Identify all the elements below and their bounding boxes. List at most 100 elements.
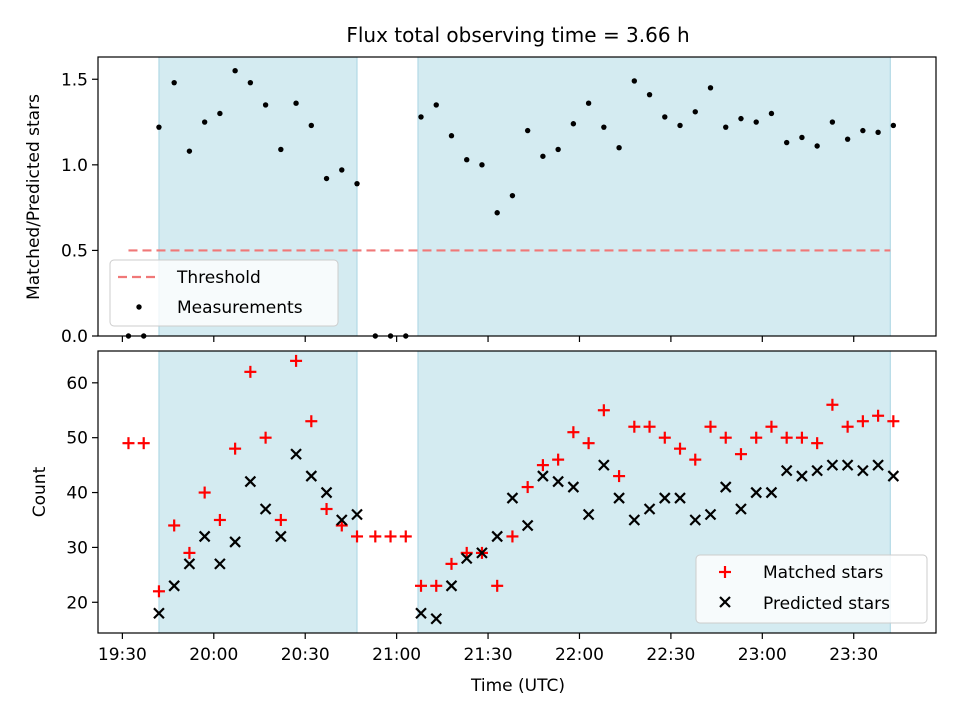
matched-point [198,486,211,499]
xtick-label: 20:00 [189,645,238,665]
top-panel: 0.0 0.5 1.0 1.5 Matched/Predicted stars Thr… [24,56,937,347]
matched-point [506,530,519,543]
predicted-point [320,486,333,499]
top-ytick-label: 1.0 [61,156,88,176]
matched-point [415,579,428,592]
bottom-ytick-label: 30 [66,538,88,558]
predicted-point [750,486,762,499]
measurement-point [707,85,714,91]
matched-point [229,442,242,455]
bottom-predicted-points [153,448,900,625]
measurement-point [753,119,759,125]
predicted-point [351,508,363,521]
top-y-ticks: 0.0 0.5 1.0 1.5 [61,70,98,347]
measurement-point [278,146,284,153]
predicted-point [613,492,625,504]
matched-point [704,420,717,433]
predicted-point [445,580,458,592]
predicted-point [244,475,257,488]
matched-point [384,530,397,543]
bottom-interval-0 [158,350,358,634]
matched-point [536,459,549,472]
measurement-point [293,100,299,106]
measurement-point [433,102,439,108]
measurement-point [616,145,622,151]
predicted-point [521,519,534,532]
top-legend-box [109,259,339,327]
measurement-point [156,124,162,130]
measurement-point [738,115,744,122]
predicted-point [552,475,564,488]
predicted-point [198,530,211,543]
matched-point [168,519,181,532]
bottom-matched-points [122,354,900,598]
measurement-point [448,133,455,139]
matched-point [613,470,626,483]
matched-point [795,431,808,444]
matched-point [491,579,504,592]
legend-predicted-label: Predicted stars [763,594,890,614]
top-ytick-label: 0.5 [61,241,88,261]
matched-point [274,513,287,526]
matched-point [872,409,885,422]
predicted-point [765,486,778,499]
matched-point [213,513,226,526]
measurement-point [692,109,698,115]
xtick-label: 23:30 [829,645,878,665]
measurement-point [677,122,683,129]
matched-point [290,354,303,367]
xtick-label: 23:00 [738,645,787,665]
matched-point [521,481,534,494]
measurement-point [585,100,592,106]
bottom-panel: 20 30 40 50 60 19:30 20:00 20:30 21:00 21:30 22:0… [30,350,937,696]
legend-matched-label: Matched stars [763,563,883,583]
predicted-point [796,470,808,482]
predicted-point [415,607,427,620]
predicted-point [259,503,272,515]
bottom-legend-box [695,554,928,624]
xtick-label: 22:00 [555,645,604,665]
legend-measurements-label: Measurements [177,298,303,318]
matched-point [887,415,900,428]
measurement-point [247,79,254,86]
measurement-point [601,124,607,130]
top-x-ticks [121,336,855,342]
predicted-point [735,503,747,515]
measurement-point [555,146,561,153]
predicted-point [841,459,854,471]
measurement-point [875,129,881,136]
matched-point [628,420,641,433]
top-ytick-label: 0.0 [61,327,88,347]
matched-point [259,431,272,444]
matched-point [137,437,150,450]
top-ytick-label: 1.5 [61,70,88,90]
matched-point [674,442,687,455]
predicted-point [537,470,549,482]
measurement-point [844,136,851,142]
measurement-point [186,148,193,154]
measurement-point [494,210,500,216]
bottom-ytick-label: 20 [66,593,88,613]
predicted-point [183,558,196,570]
legend-matched-swatch [719,566,731,578]
bottom-y-axis-label: Count [30,466,50,517]
matched-point [658,431,671,444]
measurement-point [339,167,345,173]
predicted-point [460,552,473,565]
matched-point [765,420,778,433]
measurement-point [308,122,315,129]
predicted-point [168,580,180,592]
bottom-ytick-label: 40 [66,484,88,504]
measurement-point [217,110,223,117]
bottom-ytick-label: 50 [66,429,88,449]
predicted-point [491,530,503,543]
measurement-point [646,91,653,98]
measurement-point [662,114,668,120]
predicted-point [305,470,318,482]
measurement-point [890,122,897,129]
legend-threshold-label: Threshold [176,268,261,288]
measurement-point [860,127,866,134]
bottom-x-ticks: 19:30 20:00 20:30 21:00 21:30 22:00 22:30 23:00… [98,633,878,665]
measurement-point [509,192,516,199]
